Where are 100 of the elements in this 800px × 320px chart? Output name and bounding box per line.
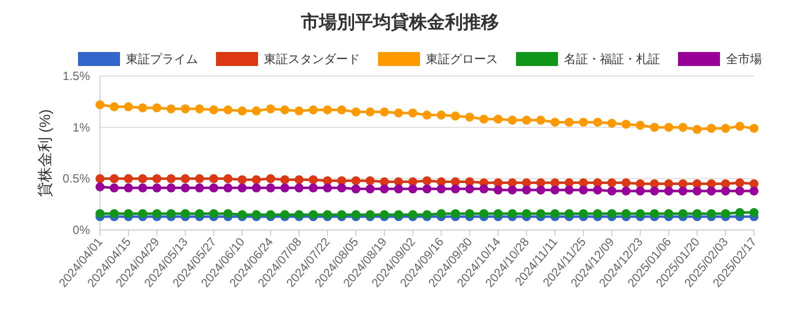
point [479,209,488,218]
point [223,174,232,184]
point [479,114,488,124]
point [735,178,744,188]
point [209,209,218,218]
point [380,107,389,116]
chart-title: 市場別平均貸株金利推移 [300,12,499,32]
point [337,105,346,114]
point [735,122,744,131]
point [223,209,232,218]
point [223,105,232,114]
point [124,209,133,218]
point [607,186,616,196]
point [366,176,375,186]
point [195,104,204,114]
point [124,174,133,184]
point [195,174,204,184]
point [110,102,119,112]
point [152,183,162,192]
point [209,174,218,184]
point [536,209,546,218]
point [465,112,474,122]
point [750,124,758,133]
point [607,178,616,188]
point [564,209,574,218]
point [650,122,659,132]
point [607,209,616,218]
point [550,118,560,127]
point [180,209,190,218]
point [166,209,176,218]
point [622,186,631,196]
point [622,178,631,188]
point [436,184,446,194]
point [138,103,148,112]
point [96,174,104,184]
point [96,182,104,192]
point [209,105,218,114]
point [750,186,758,196]
point [308,175,318,184]
point [280,175,290,184]
y-tick-label: 1% [72,120,90,134]
point [706,209,716,218]
point [351,176,360,186]
point [706,186,716,196]
point [238,106,247,116]
point [664,209,674,218]
point [436,209,446,218]
point [750,208,758,218]
point [96,209,104,218]
point [394,108,404,118]
point [436,110,446,120]
point [252,175,261,184]
point [422,184,432,194]
point [735,186,744,196]
point [308,105,318,114]
point [578,209,588,218]
point [195,209,204,218]
point [692,209,702,218]
point [494,185,503,194]
point [322,183,332,192]
point [366,184,375,194]
point [351,184,360,194]
point [536,116,546,125]
point [110,183,119,192]
point [408,184,418,194]
point [351,107,360,116]
point [479,184,488,194]
point [180,174,190,184]
point [266,183,276,192]
point [308,183,318,192]
point [294,183,304,192]
point [380,184,389,194]
point [564,118,574,127]
point [195,183,204,192]
point [578,118,588,127]
point [522,185,532,194]
point [450,184,460,194]
point [692,186,702,196]
point [337,183,346,192]
point [294,175,304,184]
point [110,209,119,218]
point [394,184,404,194]
point [238,183,247,192]
point [522,116,532,125]
point [110,174,119,184]
point [678,122,688,132]
point [593,185,602,194]
point [138,174,148,184]
point [678,209,688,218]
y-axis-title: 貸株金利 (%) [37,109,54,197]
point [124,183,133,192]
point [280,105,290,114]
point [408,108,418,118]
point [636,186,645,196]
point [422,110,432,120]
y-tick-label: 0.5% [62,172,90,186]
point [622,209,631,218]
point [578,185,588,194]
point [180,104,190,114]
point [494,209,503,218]
